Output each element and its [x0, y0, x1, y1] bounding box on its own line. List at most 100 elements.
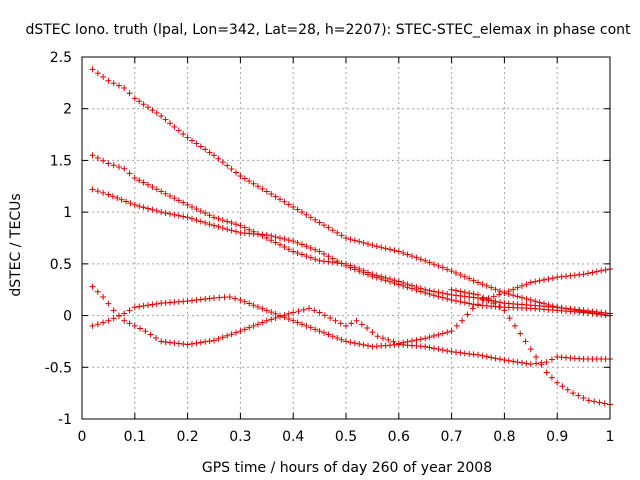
data-point-sat-B	[312, 256, 319, 263]
data-point-sat-D	[202, 338, 209, 345]
data-point-sat-D	[348, 320, 355, 327]
data-point-sat-A	[453, 269, 459, 276]
chart-title: dSTEC Iono. truth (lpal, Lon=342, Lat=28…	[25, 22, 631, 38]
data-point-sat-D	[510, 286, 517, 293]
data-point-sat-E	[140, 302, 147, 309]
data-point-sat-A	[241, 175, 248, 182]
data-point-sat-E	[303, 322, 310, 329]
data-point-sat-E	[197, 296, 204, 303]
data-point-sat-D	[541, 276, 547, 283]
data-point-sat-C	[395, 281, 402, 288]
data-point-sat-E	[497, 356, 503, 363]
data-point-sat-C	[167, 210, 173, 217]
data-point-sat-D	[147, 331, 154, 338]
data-point-sat-A	[294, 206, 301, 213]
data-point-sat-A	[329, 227, 336, 234]
data-point-sat-A	[470, 277, 477, 284]
data-point-sat-E	[307, 324, 314, 331]
data-point-sat-A	[89, 66, 96, 73]
data-point-sat-E	[226, 293, 233, 300]
data-point-sat-A	[211, 152, 217, 159]
data-point-sat-E	[501, 357, 508, 364]
data-point-sat-B	[206, 212, 213, 219]
data-point-sat-A	[395, 248, 402, 255]
data-point-sat-B	[233, 221, 239, 228]
data-point-sat-F	[475, 291, 481, 298]
data-point-sat-F	[470, 291, 477, 298]
data-point-sat-E	[492, 355, 499, 362]
data-point-sat-D	[519, 282, 525, 289]
data-point-sat-A	[488, 284, 495, 291]
x-tick-label: 0.9	[546, 429, 568, 445]
data-point-sat-A	[400, 249, 407, 256]
data-point-sat-E	[483, 353, 490, 360]
data-point-sat-E	[325, 331, 332, 338]
data-point-sat-D	[316, 309, 323, 316]
data-point-sat-C	[347, 264, 354, 271]
data-point-sat-E	[189, 297, 195, 304]
data-point-sat-B	[171, 195, 178, 202]
data-point-sat-C	[391, 280, 398, 287]
data-point-sat-D	[224, 332, 231, 339]
data-point-sat-B	[126, 170, 133, 177]
data-point-sat-C	[409, 285, 415, 292]
data-point-sat-C	[343, 262, 349, 269]
data-point-sat-D	[554, 274, 561, 281]
data-point-sat-E	[221, 294, 228, 301]
data-point-sat-B	[281, 243, 288, 250]
data-point-sat-B	[307, 254, 314, 261]
data-point-sat-F	[570, 390, 577, 397]
data-point-sat-C	[365, 271, 371, 278]
data-point-sat-D	[490, 293, 497, 300]
data-point-sat-E	[444, 347, 451, 354]
data-point-sat-D	[413, 337, 420, 344]
data-point-sat-F	[559, 383, 566, 390]
data-point-sat-C	[94, 188, 101, 195]
data-point-sat-D	[105, 300, 112, 307]
data-point-sat-C	[299, 241, 305, 248]
data-point-sat-E	[290, 317, 297, 324]
data-point-sat-D	[233, 329, 239, 336]
data-point-sat-B	[105, 160, 112, 167]
data-point-sat-D	[585, 270, 591, 277]
data-point-sat-C	[404, 284, 411, 291]
data-point-sat-E	[338, 336, 345, 343]
data-point-sat-C	[303, 243, 310, 250]
data-point-sat-C	[206, 221, 213, 228]
data-point-sat-C	[153, 207, 160, 214]
data-point-sat-E	[255, 303, 261, 310]
data-point-sat-B	[224, 218, 231, 225]
data-point-sat-A	[162, 116, 169, 123]
data-point-sat-D	[501, 289, 508, 296]
data-point-sat-A	[290, 203, 297, 210]
data-point-sat-D	[211, 337, 217, 344]
y-tick-label: 0	[63, 309, 72, 325]
data-point-sat-F	[466, 290, 473, 297]
data-point-sat-B	[202, 210, 209, 217]
data-point-sat-C	[114, 195, 121, 202]
data-point-sat-A	[338, 232, 345, 239]
data-point-sat-B	[136, 177, 143, 184]
data-point-sat-B	[479, 295, 486, 302]
data-point-sat-D	[237, 328, 244, 335]
data-point-sat-F	[457, 288, 464, 295]
data-point-sat-F	[564, 386, 571, 393]
data-point-sat-A	[263, 188, 270, 195]
data-point-sat-A	[514, 293, 521, 300]
data-point-sat-D	[358, 321, 365, 328]
data-point-sat-C	[285, 237, 292, 244]
data-point-sat-E	[211, 294, 217, 301]
data-point-sat-A	[461, 273, 468, 280]
data-point-sat-E	[457, 349, 464, 356]
data-point-sat-A	[153, 110, 160, 117]
data-point-sat-E	[216, 294, 223, 301]
data-point-sat-D	[523, 281, 530, 288]
data-point-sat-B	[303, 253, 310, 260]
data-point-sat-C	[589, 310, 596, 317]
data-point-sat-A	[246, 178, 253, 185]
data-point-sat-C	[131, 201, 138, 208]
data-point-sat-B	[145, 181, 151, 188]
y-tick-label: -1	[58, 412, 72, 428]
data-point-sat-D	[602, 266, 609, 273]
data-point-sat-D	[532, 278, 539, 285]
